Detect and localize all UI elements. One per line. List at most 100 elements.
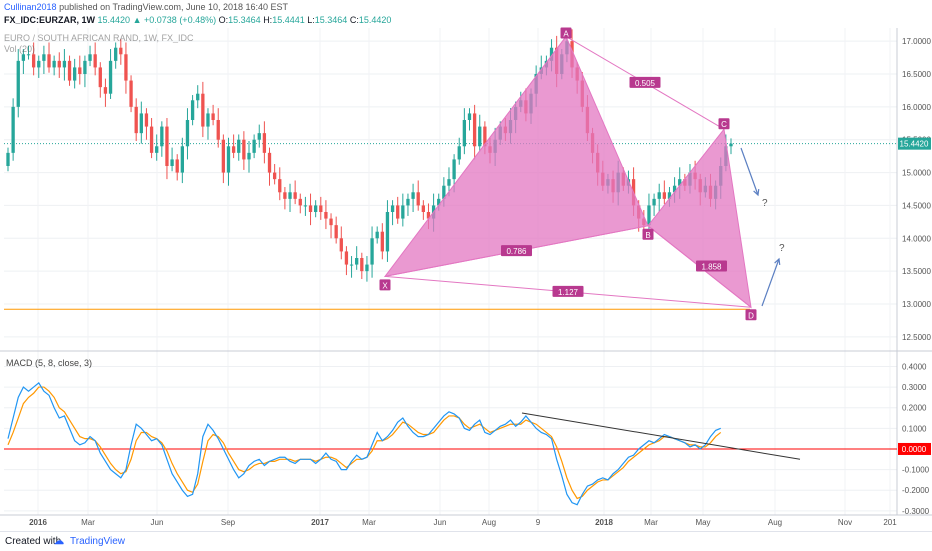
candle-body [308,205,313,212]
candle-body [426,212,431,219]
last-price: 15.4420 [97,15,131,25]
time-tick-label: Nov [838,518,852,527]
ratio-ac-label-bg [629,76,661,88]
candle-body [329,218,333,226]
published-text: published on TradingView.com, June 10, 2… [59,2,289,12]
macd-tick-label: 0.1000 [902,424,927,433]
candle-body [170,159,174,166]
time-tick-label: May [695,518,710,527]
point-a-label: A [563,30,569,39]
zero-badge [898,442,931,455]
macd-tick-label: 0.3000 [902,383,927,392]
candle-body [83,60,87,74]
candle-body [344,251,349,265]
author-link[interactable]: Cullinan2018 [4,2,57,12]
candle-body [549,47,554,61]
point-d-label-bg [745,309,757,321]
candle-body [6,152,10,166]
high-value: 15.4441 [272,15,305,25]
candle-body [252,139,256,153]
candle-body [257,133,261,140]
macd-tick-label: -0.3000 [902,507,930,516]
ratio-bd-label: 1.858 [701,263,722,272]
candle-body [165,126,169,166]
candle-body [406,198,410,206]
price-tick-label: 17.0000 [902,37,931,46]
candle-body [452,159,456,180]
tradingview-link[interactable]: TradingView [70,536,126,547]
candle-body [288,192,292,199]
time-tick-label: Jun [151,518,164,527]
candle-body [93,54,97,68]
candle-body [175,159,179,173]
up-arrow [761,258,780,307]
candle-body [416,192,420,206]
macd-panel [4,382,897,506]
candle-body [98,67,102,88]
candle-body [314,205,318,212]
candle-body [467,113,472,120]
high-label: H: [263,15,273,25]
ratio-xb-label-bg [501,245,532,257]
price-tick-label: 12.5000 [902,333,931,342]
candle-body [396,205,400,219]
candle-body [67,60,72,81]
macd-tick-label: -0.1000 [902,466,930,475]
point-c-label: C [721,120,727,129]
low-value: 15.3464 [314,15,348,25]
last-price-badge [898,137,931,150]
candle-body [349,264,354,266]
candle-body [647,205,651,226]
point-x-label: X [382,281,388,290]
tradingview-logo-icon: ☁ [54,536,64,547]
candle-body [47,54,51,68]
macd-trendline [521,412,801,460]
ratio-xb-label: 0.786 [506,247,527,256]
candle-body [401,205,405,219]
time-tick-label: 2017 [311,518,329,527]
candle-body [729,143,733,147]
price-change: +0.0738 (+0.48%) [144,15,217,25]
candle-body [114,47,118,61]
candle-body [483,126,487,147]
macd-signal-line [7,386,722,500]
candle-body [237,139,241,153]
candle-body [73,67,77,81]
candle-body [201,93,205,127]
up-arrow-head [774,257,781,266]
candle-body [283,192,287,199]
zero-badge-label: 0.0000 [902,445,927,454]
candle-body [462,120,467,147]
candle-body [180,146,184,173]
time-tick-label: 201 [883,518,897,527]
last-price-badge-label: 15.4420 [900,140,929,149]
candle-body [26,54,31,56]
pattern-triangle-xab [383,35,649,278]
candle-body [42,54,46,61]
candle-body [652,198,656,206]
candle-body [334,225,338,239]
footer: Created with ☁ TradingView [0,531,932,551]
point-a-label-bg [560,27,572,39]
candle-body [88,54,92,61]
candle-body [103,87,108,94]
price-tick-label: 16.0000 [902,103,931,112]
candle-body [478,126,482,147]
candle-body [57,60,61,68]
candle-body [226,146,231,173]
macd-tick-label: 0.4000 [902,362,927,371]
macd-tick-label: 0.2000 [902,404,927,413]
time-tick-label: 9 [536,518,541,527]
time-tick-label: Mar [81,518,95,527]
candle-body [293,192,297,199]
candle-body [657,192,661,199]
ratio-ac-label: 0.505 [635,79,656,88]
candle-body [196,93,200,101]
candle-body [242,139,246,160]
candle-body [160,126,164,147]
candle-body [472,113,477,147]
candle-body [231,146,236,153]
ohlc-line: FX_IDC:EURZAR, 1W 15.4420 ▲ +0.0738 (+0.… [4,15,391,25]
point-b-label: B [645,231,650,240]
